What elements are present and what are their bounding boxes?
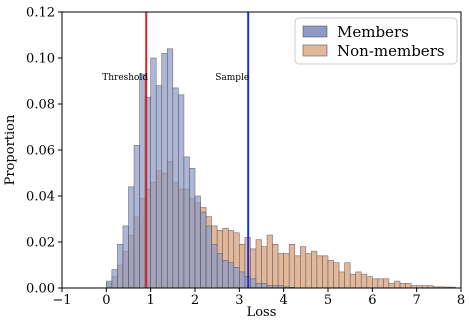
x-tick-label: 5 <box>324 293 332 308</box>
x-tick-label: −1 <box>52 293 71 308</box>
bar <box>311 250 318 289</box>
bar <box>222 260 229 289</box>
bar <box>299 246 307 289</box>
bar <box>383 278 390 289</box>
bar <box>128 186 135 289</box>
bar <box>360 273 368 289</box>
bar <box>250 278 257 289</box>
y-tick-label: 0.06 <box>26 144 55 159</box>
x-tick-label: 8 <box>457 293 465 308</box>
legend-swatch <box>302 44 328 57</box>
bar <box>117 244 124 289</box>
bar <box>294 255 301 289</box>
threshold-label: Threshold <box>102 73 148 83</box>
bar <box>333 262 340 289</box>
bar <box>388 283 395 289</box>
bar <box>266 234 273 289</box>
bar <box>239 271 246 289</box>
y-axis-title: Proportion <box>3 114 18 185</box>
bar <box>366 276 373 289</box>
y-tick-label: 0.08 <box>26 98 55 113</box>
y-tick-label: 0.10 <box>26 52 55 67</box>
y-tick-label: 0.12 <box>26 6 55 21</box>
bar <box>133 145 140 289</box>
bar <box>372 278 379 289</box>
bar <box>327 260 334 289</box>
bar <box>227 262 235 289</box>
bar <box>277 253 284 289</box>
bar <box>344 262 351 289</box>
bar <box>200 211 207 289</box>
bar <box>261 246 268 289</box>
bar <box>316 255 323 289</box>
legend-label: Non-members <box>337 42 445 60</box>
bar <box>288 244 296 289</box>
bar <box>283 253 290 289</box>
bar <box>377 278 384 289</box>
x-axis: −1 0 1 2 3 4 5 6 7 8 <box>52 288 465 308</box>
y-tick-label: 0.02 <box>26 236 55 251</box>
bar <box>261 283 268 289</box>
bar <box>233 266 240 289</box>
y-tick-label: 0.00 <box>26 282 55 297</box>
x-tick-label: 2 <box>191 293 199 308</box>
bar <box>161 53 168 289</box>
bar <box>183 156 190 289</box>
bar <box>172 87 179 289</box>
x-tick-label: 0 <box>102 293 110 308</box>
bar <box>139 73 146 289</box>
x-axis-title: Loss <box>247 305 277 320</box>
legend-label: Members <box>337 23 409 41</box>
bar <box>355 271 362 289</box>
x-tick-label: 3 <box>235 293 243 308</box>
bar <box>405 283 412 289</box>
bar <box>255 239 262 289</box>
bar <box>272 244 279 289</box>
bar <box>338 271 345 289</box>
bar <box>205 225 212 289</box>
bar <box>150 57 157 289</box>
bar <box>106 280 113 289</box>
legend-box <box>294 17 458 65</box>
bar <box>255 283 262 289</box>
x-tick-label: 6 <box>368 293 376 308</box>
annotation-lines <box>145 12 250 288</box>
x-tick-label: 7 <box>413 293 421 308</box>
x-tick-label: 1 <box>147 293 155 308</box>
bar <box>399 283 406 289</box>
legend-swatch <box>302 25 328 38</box>
bar <box>305 253 312 289</box>
bar <box>111 269 118 289</box>
bar <box>166 48 174 289</box>
bars-layer <box>106 48 456 289</box>
sample-label: Sample <box>215 73 249 83</box>
bar <box>216 253 224 289</box>
y-axis: 0.00 0.02 0.04 0.06 0.08 0.10 0.12 <box>26 6 62 297</box>
bar <box>122 225 129 289</box>
bar <box>322 255 329 289</box>
y-tick-label: 0.04 <box>26 190 55 205</box>
bar <box>349 273 357 289</box>
bar <box>189 168 196 289</box>
bar <box>155 85 163 289</box>
x-tick-label: 4 <box>280 293 288 308</box>
bar <box>211 244 218 289</box>
bar <box>178 94 185 289</box>
annotations: Threshold Sample <box>102 73 249 83</box>
bar <box>394 280 401 289</box>
bar <box>194 195 201 289</box>
